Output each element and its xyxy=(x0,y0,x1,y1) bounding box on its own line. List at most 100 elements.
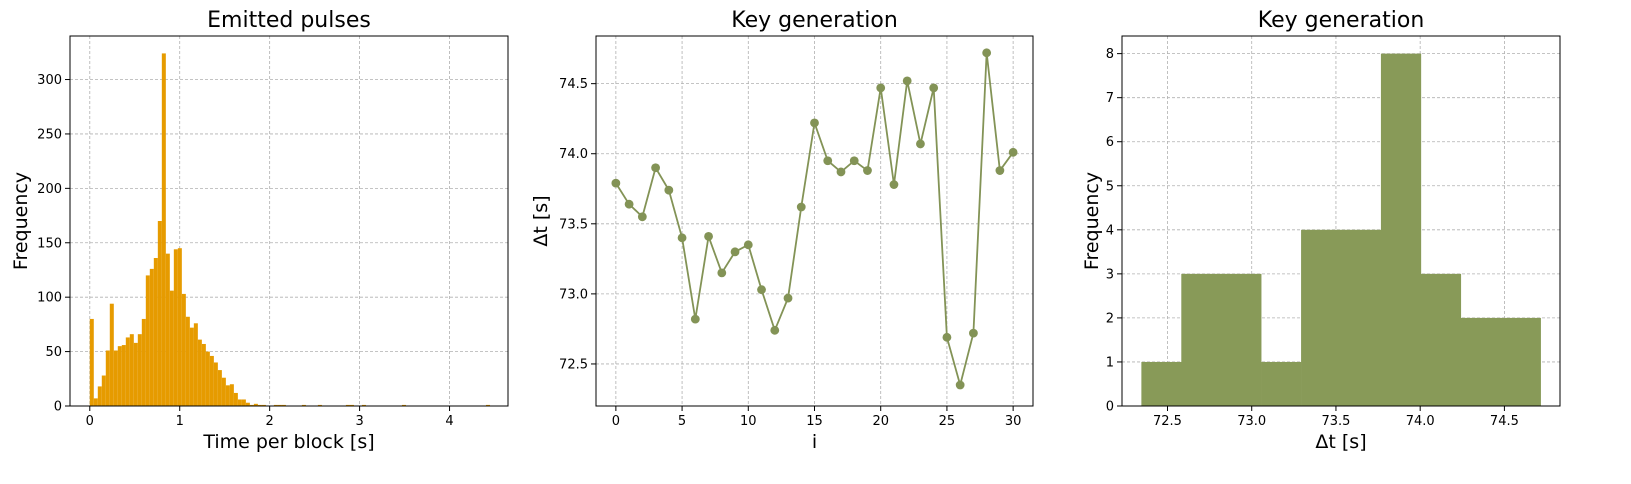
y-tick-label: 73.0 xyxy=(559,287,588,302)
histogram-bar xyxy=(113,350,118,406)
y-tick-label: 250 xyxy=(37,127,62,142)
x-tick-label: 0 xyxy=(612,414,620,429)
histogram-bars xyxy=(1141,53,1541,406)
histogram-bar xyxy=(261,404,266,406)
chart-title: Key generation xyxy=(731,8,898,33)
chart-title: Emitted pulses xyxy=(207,8,371,33)
histogram-bar xyxy=(157,221,162,406)
y-tick-label: 74.5 xyxy=(559,77,588,92)
data-point xyxy=(690,314,700,324)
data-point xyxy=(783,293,793,303)
y-tick-label: 1 xyxy=(1106,355,1114,370)
histogram-bar xyxy=(125,337,130,406)
data-point xyxy=(836,167,846,177)
y-tick-label: 8 xyxy=(1106,47,1114,62)
data-point xyxy=(995,166,1005,175)
histogram-bar xyxy=(1341,229,1382,406)
y-axis-label: Δt [s] xyxy=(530,195,552,246)
x-axis-label: i xyxy=(812,431,817,453)
histogram-bar xyxy=(301,404,306,406)
histogram-bar xyxy=(97,386,102,406)
y-tick-label: 0 xyxy=(54,400,62,415)
y-axis-label: Frequency xyxy=(10,172,32,270)
x-tick-label: 3 xyxy=(355,414,363,429)
histogram-bar xyxy=(129,334,134,406)
y-axis-label: Frequency xyxy=(1081,172,1103,270)
histogram-bar xyxy=(245,402,250,406)
histogram-bar xyxy=(165,253,170,406)
data-point xyxy=(611,178,621,188)
histogram-bar xyxy=(241,399,246,406)
y-tick-label: 50 xyxy=(45,345,62,360)
histogram-bar xyxy=(317,404,322,406)
histogram-bar xyxy=(197,339,202,406)
histogram-bar xyxy=(217,370,222,406)
plot-frame xyxy=(1121,35,1561,407)
data-point xyxy=(796,202,806,212)
histogram-bars xyxy=(89,53,491,406)
x-tick-label: 73.5 xyxy=(1321,414,1350,429)
histogram-bar xyxy=(181,293,186,406)
histogram-bar xyxy=(101,375,106,406)
histogram-bar xyxy=(221,377,226,406)
histogram-bar xyxy=(277,404,282,406)
y-tick-label: 74.0 xyxy=(559,147,588,162)
data-point xyxy=(810,118,819,128)
data-point xyxy=(770,325,780,335)
y-tick-label: 4 xyxy=(1106,223,1114,238)
data-point xyxy=(677,233,687,243)
data-point xyxy=(863,166,872,175)
y-tick-label: 0 xyxy=(1106,400,1114,415)
y-tick-label: 5 xyxy=(1106,179,1114,194)
x-tick-label: 74.5 xyxy=(1490,414,1519,429)
histogram-bar xyxy=(1261,361,1302,406)
histogram-bar xyxy=(273,404,278,406)
histogram-bar xyxy=(153,258,158,406)
y-tick-label: 300 xyxy=(37,73,62,88)
histogram-bar xyxy=(89,318,94,406)
data-point xyxy=(651,163,660,173)
x-tick-label: 74.0 xyxy=(1406,414,1435,429)
x-tick-label: 1 xyxy=(176,414,184,429)
data-point xyxy=(637,212,647,222)
emitted-pulses-panel: Emitted pulses 0 1 2 3 4 0 50 100 150 200 250 300 Tim… xyxy=(10,8,509,453)
histogram-bar xyxy=(117,346,122,406)
y-tick-label: 73.5 xyxy=(559,217,588,232)
histogram-bar xyxy=(253,403,258,406)
histogram-bar xyxy=(1500,317,1541,406)
histogram-bar xyxy=(137,334,142,406)
data-point xyxy=(704,232,713,241)
data-point xyxy=(876,83,886,93)
data-point xyxy=(717,268,727,278)
data-point xyxy=(982,48,992,58)
histogram-bar xyxy=(109,303,114,406)
y-tick-label: 72.5 xyxy=(559,357,588,372)
histogram-bar xyxy=(401,404,406,406)
histogram-bar xyxy=(281,404,286,406)
histogram-bar xyxy=(173,249,178,406)
histogram-bar xyxy=(93,398,98,406)
histogram-bar xyxy=(1181,273,1222,406)
histogram-bar xyxy=(1460,317,1502,406)
data-point xyxy=(902,76,912,86)
data-point xyxy=(624,199,634,209)
histogram-bar xyxy=(145,275,150,406)
x-tick-label: 5 xyxy=(678,414,686,429)
histogram-bar xyxy=(1380,53,1422,406)
histogram-bar xyxy=(237,399,242,406)
x-tick-label: 25 xyxy=(939,414,956,429)
plot-frame xyxy=(595,35,1034,407)
histogram-bar xyxy=(249,404,254,406)
data-point xyxy=(849,156,859,166)
y-tick-label: 6 xyxy=(1106,135,1114,150)
histogram-bar xyxy=(1420,273,1462,406)
plot-frame xyxy=(69,35,509,407)
x-tick-label: 30 xyxy=(1005,414,1022,429)
histogram-bar xyxy=(169,290,174,406)
key-generation-line-panel: Key generation 0 5 10 15 20 25 30 72.5 73.0 73.5 74… xyxy=(530,8,1034,453)
histogram-bar xyxy=(257,404,262,406)
histogram-bar xyxy=(105,350,110,406)
x-tick-label: 0 xyxy=(86,414,94,429)
x-tick-label: 73.0 xyxy=(1237,414,1266,429)
histogram-bar xyxy=(229,384,234,406)
